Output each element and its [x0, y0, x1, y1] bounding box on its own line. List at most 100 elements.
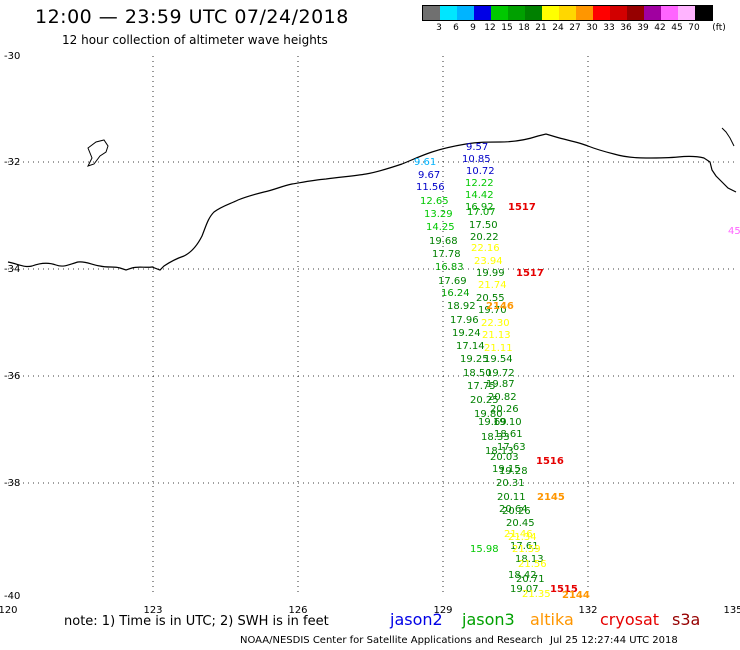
wave-height-reading: 17.14 — [456, 341, 485, 352]
scale-label: 3 — [436, 23, 442, 33]
wave-height-reading: 19.15 — [492, 464, 521, 475]
wave-height-color-scale — [422, 5, 713, 21]
scale-swatch — [474, 6, 491, 20]
scale-swatch — [644, 6, 661, 20]
scale-swatch — [457, 6, 474, 20]
wave-height-reading: 17.75 — [467, 381, 496, 392]
wave-height-reading: 20.22 — [470, 232, 499, 243]
scale-label: 39 — [637, 23, 649, 33]
wave-height-reading: 20.82 — [488, 392, 517, 403]
wave-height-reading: 9.67 — [418, 170, 440, 181]
scale-swatch — [423, 6, 440, 20]
wave-height-reading: 20.03 — [490, 452, 519, 463]
wave-height-reading: 21.56 — [518, 559, 547, 570]
lon-label: 120 — [0, 605, 18, 616]
scale-label: 36 — [620, 23, 632, 33]
east-coast-fragment — [721, 127, 735, 147]
wave-height-reading: 22.30 — [481, 318, 510, 329]
wave-height-reading: 16.83 — [435, 262, 464, 273]
wave-height-reading: 10.85 — [462, 154, 491, 165]
lon-label: 129 — [433, 605, 452, 616]
scale-swatch — [695, 6, 712, 20]
wave-height-reading: 19.68 — [429, 236, 458, 247]
scale-label: 21 — [535, 23, 547, 33]
wave-height-reading: 16.92 — [465, 202, 494, 213]
scale-label: 45 — [671, 23, 683, 33]
lat-label: -40 — [4, 591, 20, 602]
wave-height-reading: 14.25 — [426, 222, 455, 233]
scale-swatch — [508, 6, 525, 20]
wave-height-reading: 23.94 — [474, 256, 503, 267]
wave-height-reading: 20.55 — [476, 293, 505, 304]
wave-height-reading: 19.99 — [476, 268, 505, 279]
credit-line: NOAA/NESDIS Center for Satellite Applica… — [240, 635, 543, 646]
wave-height-reading: 9.57 — [466, 142, 488, 153]
wave-height-reading: 12.65 — [420, 196, 449, 207]
scale-label: 42 — [654, 23, 666, 33]
altika-time-label: 2144 — [562, 590, 590, 601]
wave-height-reading: 21.74 — [478, 280, 507, 291]
wave-height-reading: 20.11 — [497, 492, 526, 503]
scale-label: 24 — [552, 23, 564, 33]
wave-height-reading: 20.71 — [516, 574, 545, 585]
wave-height-reading: 19.87 — [486, 379, 515, 390]
color-scale-labels: 3 6 9 12 15 18 21 24 27 30 33 36 39 42 45 70 (ft) — [422, 23, 740, 35]
wave-height-reading: 18.13 — [515, 554, 544, 565]
scale-swatch — [559, 6, 576, 20]
scale-label: 30 — [586, 23, 598, 33]
scale-label: 33 — [603, 23, 615, 33]
wave-height-reading: 19.10 — [493, 417, 522, 428]
scale-label: 9 — [470, 23, 476, 33]
lat-label: -32 — [4, 157, 20, 168]
wave-height-reading: 22.16 — [471, 243, 500, 254]
scale-swatch — [661, 6, 678, 20]
coastline — [8, 56, 736, 598]
lon-label: 126 — [288, 605, 307, 616]
lat-label: -34 — [4, 264, 20, 275]
scale-label: 12 — [484, 23, 496, 33]
s3a-time-label: 1517 — [508, 202, 536, 213]
wave-height-reading: 13.29 — [424, 209, 453, 220]
satellite-jason3: jason3 — [462, 610, 515, 629]
lon-label: 132 — [578, 605, 597, 616]
scale-label: 15 — [501, 23, 513, 33]
wave-height-reading: 18.42 — [508, 570, 537, 581]
s3a-time-label: 1516 — [536, 456, 564, 467]
scale-label: 18 — [518, 23, 530, 33]
lat-label: -30 — [4, 51, 20, 62]
wave-height-reading: 11.56 — [416, 182, 445, 193]
wave-height-reading: 19.69 — [478, 417, 507, 428]
scale-swatch — [593, 6, 610, 20]
wave-height-reading: 19.24 — [452, 328, 481, 339]
wave-height-reading: 14.42 — [465, 190, 494, 201]
scale-swatch — [678, 6, 695, 20]
wave-height-reading: 19.70 — [478, 305, 507, 316]
wave-height-reading: 17.96 — [450, 315, 479, 326]
wave-height-reading: 19.28 — [499, 466, 528, 477]
wave-height-reading: 15.98 — [470, 544, 499, 555]
wave-height-reading: 17.50 — [469, 220, 498, 231]
wave-height-reading: 20.45 — [506, 518, 535, 529]
wave-height-reading: 21.34 — [508, 532, 537, 543]
altika-time-label: 2146 — [486, 301, 514, 312]
units-note: note: 1) Time is in UTC; 2) SWH is in fe… — [64, 614, 329, 629]
wave-height-reading: 21.13 — [482, 330, 511, 341]
generated-timestamp: Jul 25 12:27:44 UTC 2018 — [550, 635, 678, 646]
scale-swatch — [627, 6, 644, 20]
wave-height-reading: 18.50 — [463, 368, 492, 379]
scale-swatch — [440, 6, 457, 20]
wave-height-reading: 9.61 — [414, 157, 436, 168]
wave-height-reading: 17.69 — [438, 276, 467, 287]
scale-swatch — [525, 6, 542, 20]
satellite-altika: altika — [530, 610, 574, 629]
wave-height-reading: 19.25 — [460, 354, 489, 365]
lat-label: -36 — [4, 371, 20, 382]
map-title: 12:00 — 23:59 UTC 07/24/2018 — [35, 6, 349, 28]
wave-height-reading: 17.78 — [432, 249, 461, 260]
wave-height-reading: 21.46 — [504, 529, 533, 540]
scale-swatch — [542, 6, 559, 20]
wave-height-reading: 20.25 — [470, 395, 499, 406]
wave-height-reading: 21.11 — [484, 343, 513, 354]
wave-height-reading: 19.72 — [486, 368, 515, 379]
